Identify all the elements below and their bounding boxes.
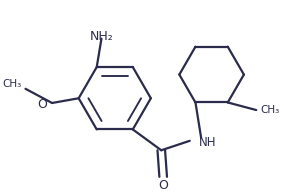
Text: CH₃: CH₃: [260, 105, 279, 115]
Text: NH₂: NH₂: [89, 30, 113, 43]
Text: O: O: [158, 179, 168, 192]
Text: NH: NH: [199, 136, 217, 149]
Text: CH₃: CH₃: [3, 79, 22, 89]
Text: O: O: [37, 98, 47, 111]
